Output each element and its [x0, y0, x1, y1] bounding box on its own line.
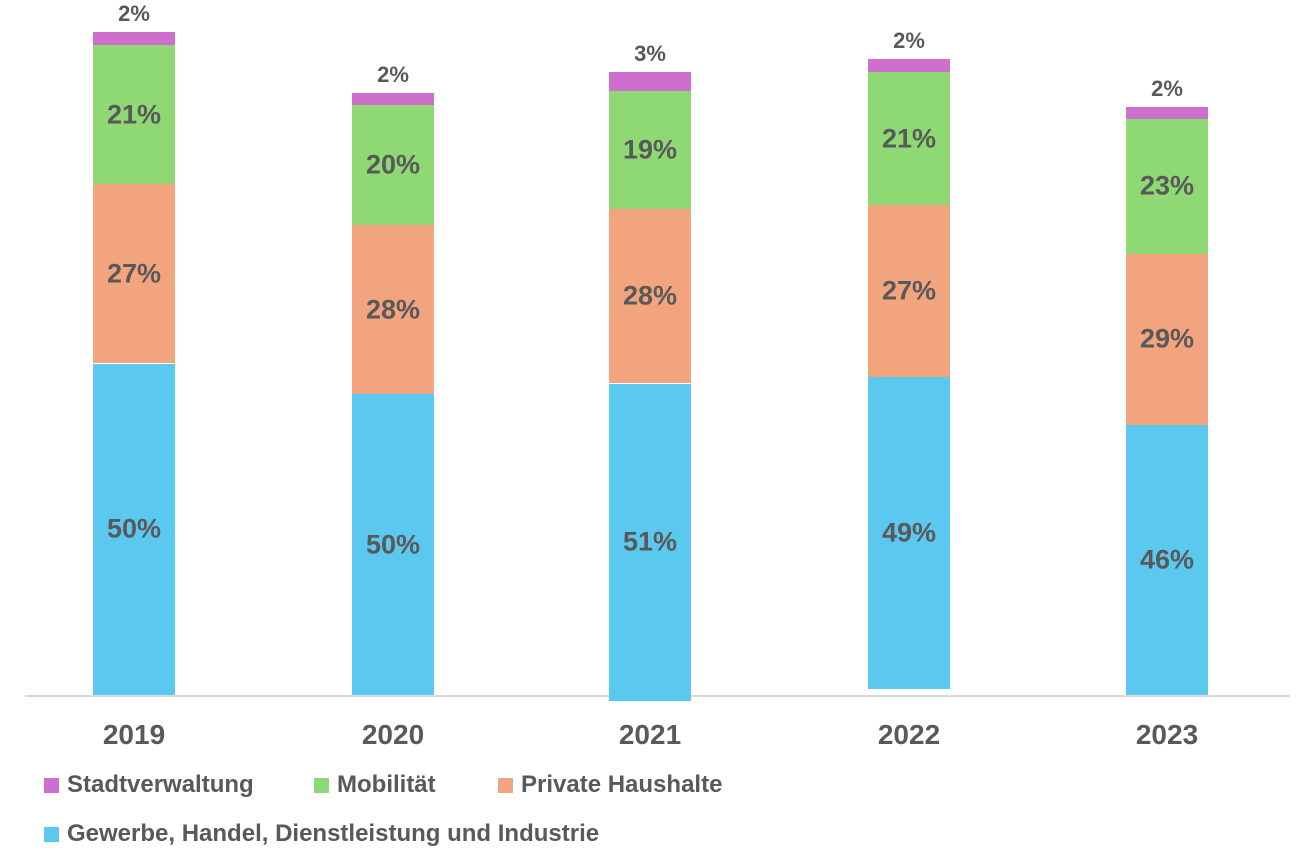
legend-swatch-stadtverwaltung-icon [44, 777, 59, 793]
legend-label-stadtverwaltung: Stadtverwaltung [67, 771, 254, 798]
legend-label-private-haushalte: Private Haushalte [521, 771, 723, 798]
bar-segment-private-haushalte-2020 [352, 225, 434, 394]
x-axis-label-2019: 2019 [102, 719, 166, 750]
value-label-mobilitat-2021: 19% [622, 134, 678, 165]
value-label-stadtverwaltung-2019: 2% [118, 1, 150, 26]
x-axis-label-2022: 2022 [877, 719, 941, 750]
legend-item-private-haushalte: Private Haushalte [498, 771, 723, 798]
value-label-gewerbe-handel-dienstleistung-und-industrie-2023: 46% [1139, 544, 1195, 575]
bar-segment-gewerbe-handel-dienstleistung-und-industrie-2020 [352, 394, 434, 695]
value-label-stadtverwaltung-2022: 2% [893, 28, 925, 53]
bar-segment-mobilitat-2021 [609, 90, 691, 210]
value-label-mobilitat-2019: 21% [106, 99, 162, 130]
legend-item-stadtverwaltung: Stadtverwaltung [44, 771, 254, 798]
value-label-gewerbe-handel-dienstleistung-und-industrie-2020: 50% [365, 529, 421, 559]
bar-segment-private-haushalte-2019 [93, 184, 175, 364]
legend-swatch-private-haushalte-icon [498, 777, 513, 793]
bar-segment-mobilitat-2020 [352, 105, 434, 226]
value-label-stadtverwaltung-2023: 2% [1151, 76, 1183, 101]
legend-label-gewerbe-handel-dienstleistung-und-industrie: Gewerbe, Handel, Dienstleistung und Indu… [67, 820, 600, 847]
legend-swatch-gewerbe-handel-dienstleistung-und-industrie-icon [44, 826, 59, 842]
bar-segment-stadtverwaltung-2021 [609, 72, 691, 91]
bar-segment-gewerbe-handel-dienstleistung-und-industrie-2021 [609, 383, 691, 702]
legend-label-mobilitat: Mobilität [337, 771, 436, 798]
bar-segment-private-haushalte-2022 [868, 205, 950, 377]
value-label-stadtverwaltung-2021: 3% [634, 41, 666, 66]
bar-segment-stadtverwaltung-2019 [93, 32, 175, 46]
legend-item-gewerbe-handel-dienstleistung-und-industrie: Gewerbe, Handel, Dienstleistung und Indu… [44, 820, 600, 847]
x-axis-label-2021: 2021 [618, 719, 682, 750]
value-label-gewerbe-handel-dienstleistung-und-industrie-2019: 50% [106, 513, 162, 544]
value-label-mobilitat-2023: 23% [1139, 170, 1195, 201]
bar-segment-stadtverwaltung-2023 [1126, 107, 1208, 119]
bar-segment-gewerbe-handel-dienstleistung-und-industrie-2019 [93, 363, 175, 695]
value-label-private-haushalte-2019: 27% [106, 258, 162, 289]
legend-item-mobilitat: Mobilität [314, 771, 436, 798]
bar-segment-gewerbe-handel-dienstleistung-und-industrie-2023 [1126, 424, 1208, 695]
value-label-mobilitat-2022: 21% [881, 123, 937, 153]
bar-segment-gewerbe-handel-dienstleistung-und-industrie-2022 [868, 377, 950, 689]
bar-segment-mobilitat-2023 [1126, 118, 1208, 254]
value-label-private-haushalte-2023: 29% [1139, 323, 1195, 354]
value-label-mobilitat-2020: 20% [365, 149, 421, 180]
bar-segment-mobilitat-2019 [93, 45, 175, 185]
x-axis-label-2020: 2020 [361, 719, 425, 750]
bar-segment-mobilitat-2022 [868, 71, 950, 206]
value-label-private-haushalte-2021: 28% [622, 280, 678, 311]
bar-segment-stadtverwaltung-2022 [868, 59, 950, 72]
bar-segment-private-haushalte-2021 [609, 209, 691, 384]
value-label-private-haushalte-2022: 27% [881, 275, 937, 306]
value-label-gewerbe-handel-dienstleistung-und-industrie-2022: 49% [881, 517, 937, 548]
bar-segment-private-haushalte-2023 [1126, 254, 1208, 425]
value-label-private-haushalte-2020: 28% [365, 294, 421, 325]
value-label-stadtverwaltung-2020: 2% [377, 62, 409, 87]
value-label-gewerbe-handel-dienstleistung-und-industrie-2021: 51% [622, 526, 678, 557]
legend-swatch-mobilitat-icon [314, 777, 329, 793]
x-axis-label-2023: 2023 [1135, 719, 1199, 750]
bar-segment-stadtverwaltung-2020 [352, 93, 434, 106]
